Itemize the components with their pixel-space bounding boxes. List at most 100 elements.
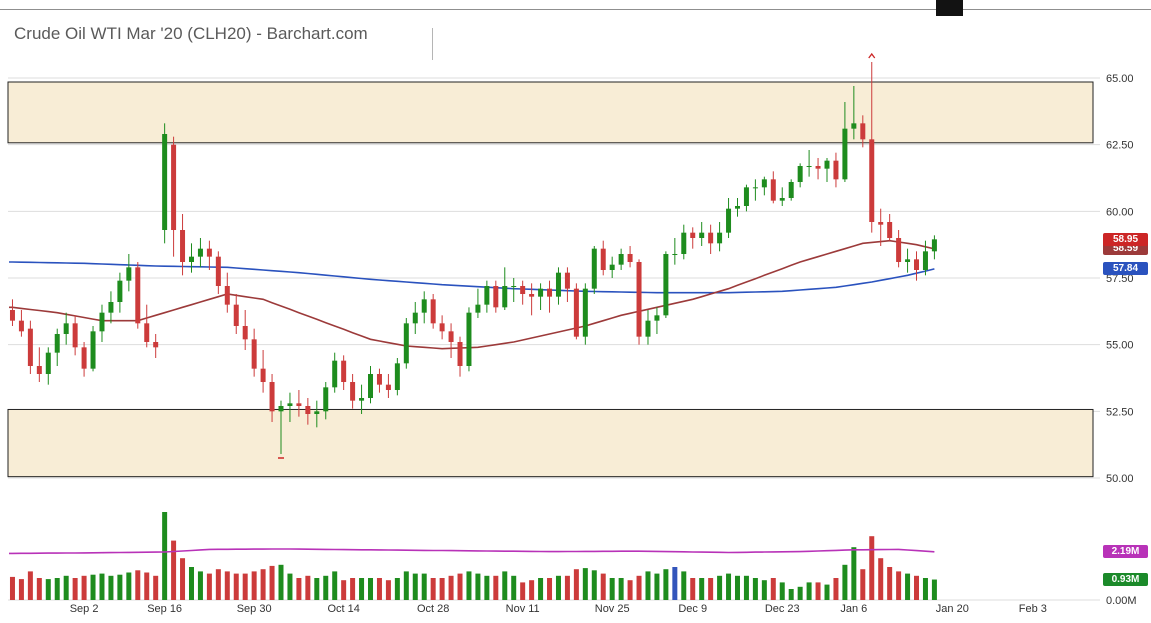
candle-body [63, 323, 69, 334]
period-high-marker [868, 52, 876, 59]
candle-body [591, 248, 597, 289]
volume-avg-tag: 2.19M [1103, 545, 1148, 559]
volume-bar [591, 570, 597, 600]
volume-last-tag: 0.93M [1103, 573, 1148, 586]
ma-blue-tag: 57.84 [1103, 262, 1148, 276]
candle-body [421, 299, 427, 313]
candle-body [833, 160, 839, 180]
last-price-tag: 58.95 [1103, 232, 1148, 246]
volume-bar [206, 573, 212, 600]
volume-bar [81, 575, 87, 600]
volume-bar [502, 571, 508, 600]
candle-body [931, 239, 937, 252]
candle-body [734, 206, 740, 209]
date-axis-label: Oct 14 [327, 603, 359, 615]
volume-bar [144, 572, 150, 600]
candle-body [860, 123, 866, 140]
volume-bar [887, 567, 893, 600]
candle-body [376, 374, 382, 385]
candlestick-series [9, 62, 937, 454]
volume-bar [403, 571, 409, 600]
candle-body [412, 312, 418, 324]
volume-bar [260, 569, 266, 600]
volume-bar [314, 578, 320, 600]
candle-body [922, 251, 928, 270]
candle-body [278, 406, 284, 412]
volume-axis-label: 0.00M [1106, 595, 1137, 607]
volume-bar [108, 575, 114, 600]
volume-bar [815, 582, 821, 600]
volume-bar [180, 558, 186, 600]
candle-body [618, 254, 624, 265]
volume-bar [860, 569, 866, 600]
volume-bar [618, 578, 624, 600]
volume-bar [493, 575, 499, 600]
volume-bar [457, 573, 463, 600]
price-axis-label: 52.50 [1106, 406, 1134, 418]
candle-body [824, 160, 830, 169]
volume-bar [878, 558, 884, 600]
candle-body [430, 299, 436, 324]
volume-bar [394, 578, 400, 600]
candle-body [681, 232, 687, 254]
volume-bar [931, 579, 937, 600]
candle-body [627, 254, 633, 262]
candle-body [851, 123, 857, 129]
ma-blue-line [9, 261, 935, 294]
volume-bar [573, 569, 579, 600]
volume-bar [350, 578, 356, 600]
candle-body [368, 374, 374, 398]
annotation-bands [7, 81, 1094, 478]
volume-bar [153, 575, 159, 600]
volume-bar [296, 578, 302, 600]
candle-body [215, 256, 221, 286]
volume-bar [9, 576, 15, 600]
volume-bar [681, 571, 687, 600]
candle-body [806, 166, 812, 167]
candle-body [896, 238, 902, 262]
date-axis-label: Dec 23 [765, 603, 800, 615]
volume-bar [251, 571, 257, 600]
candle-body [699, 232, 705, 238]
candle-body [54, 334, 60, 353]
volume-bar [788, 589, 794, 600]
date-axis-label: Sep 2 [70, 603, 99, 615]
date-axis-label: Feb 3 [1019, 603, 1047, 615]
volume-bar [851, 547, 857, 600]
volume-bar [699, 578, 705, 600]
volume-bar [511, 575, 517, 600]
volume-series [9, 512, 937, 600]
volume-bar [734, 575, 740, 600]
volume-bar [466, 571, 472, 600]
volume-bar [779, 582, 785, 600]
volume-bar [341, 580, 347, 600]
candle-body [108, 302, 114, 313]
date-axis-label: Nov 25 [595, 603, 630, 615]
volume-bar [824, 584, 830, 600]
volume-bar [242, 573, 248, 600]
volume-bar [717, 575, 723, 600]
candle-body [663, 254, 669, 316]
candle-body [529, 294, 535, 297]
volume-bar [708, 578, 714, 600]
volume-bar [600, 573, 606, 600]
candle-body [457, 342, 463, 366]
volume-bar [833, 578, 839, 600]
candle-body [323, 387, 329, 412]
volume-bar [806, 582, 812, 600]
volume-bar [36, 578, 42, 600]
candle-body [99, 312, 105, 332]
candle-body [547, 288, 553, 297]
volume-bar [90, 574, 96, 600]
date-axis-label: Jan 6 [840, 603, 867, 615]
candle-body [726, 208, 732, 233]
candle-body [332, 360, 338, 388]
volume-bar [233, 573, 239, 600]
volume-bar [72, 578, 78, 600]
candle-body [18, 320, 24, 332]
candle-body [126, 267, 132, 281]
candle-body [797, 166, 803, 182]
volume-bar [63, 575, 69, 600]
price-gridlines: 65.00 62.50 60.00 57.50 55.00 52.50 50.00 0.00M [8, 73, 1137, 607]
